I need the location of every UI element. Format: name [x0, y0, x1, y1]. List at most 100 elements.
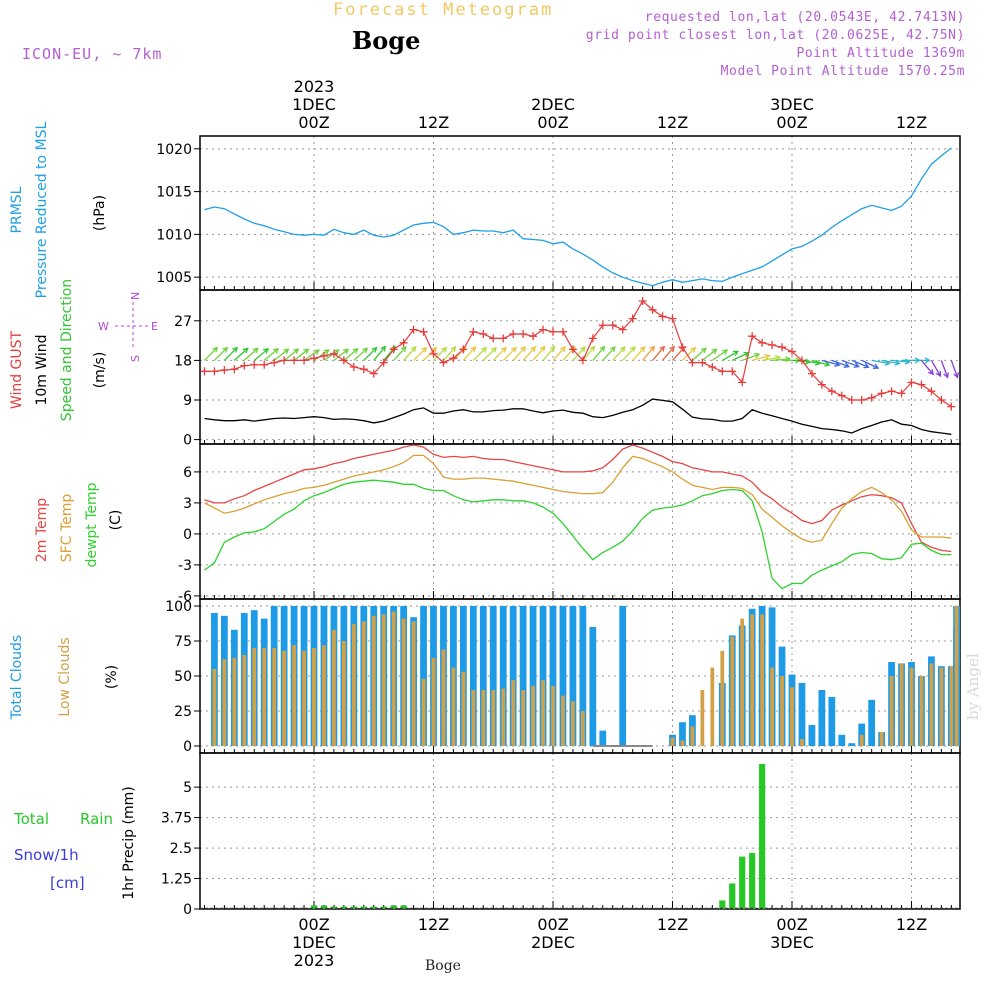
- gust-marker: [469, 327, 478, 336]
- top-time-label: 12Z: [418, 113, 449, 132]
- wind-direction-arrow: [731, 352, 749, 361]
- gust-marker: [678, 343, 687, 352]
- low-cloud-bar: [491, 690, 496, 746]
- gust-marker: [250, 360, 259, 369]
- gust-marker: [917, 380, 926, 389]
- y-tick-label: 1010: [156, 227, 192, 243]
- total-cloud-bar: [838, 734, 846, 746]
- wind-arrow-head: [629, 346, 636, 353]
- wind-direction-arrow: [762, 356, 780, 362]
- sfc-line: [204, 454, 952, 543]
- gust-marker: [389, 345, 398, 354]
- rain-bar: [310, 905, 318, 909]
- low-cloud-bar: [919, 676, 924, 746]
- wind-direction-arrow: [950, 360, 959, 378]
- gust-marker: [310, 354, 318, 363]
- total-cloud-bar: [529, 606, 537, 746]
- y-tick-label: -3: [178, 558, 192, 574]
- sfc-temp-label: SFC Temp: [59, 494, 75, 563]
- y-tick-label: 27: [174, 314, 192, 330]
- y-tick-label: 75: [174, 634, 192, 650]
- wind-direction-arrow: [691, 347, 707, 361]
- gust-marker: [847, 396, 856, 404]
- rain-bar: [749, 852, 756, 909]
- wind-arrow-head: [589, 345, 596, 352]
- wind-direction-arrow: [283, 348, 299, 361]
- panel-frame: [199, 443, 961, 600]
- wind-direction-arrow: [393, 346, 407, 361]
- wind-direction-arrow: [662, 346, 675, 361]
- gust-marker: [399, 338, 408, 347]
- gust-marker: [817, 380, 826, 389]
- low-cloud-bar: [800, 739, 804, 746]
- low-cloud-bar: [551, 685, 555, 746]
- pressure-line: [204, 147, 952, 287]
- low-cloud-bar: [700, 690, 705, 746]
- snow-unit-label: [cm]: [50, 874, 85, 892]
- wind-arrow-head: [549, 345, 556, 352]
- wind-arrow-head: [863, 362, 870, 369]
- y-tick-label: 1.25: [161, 872, 192, 888]
- total-cloud-bar: [808, 725, 816, 746]
- gust-marker: [240, 361, 249, 370]
- low-cloud-bar: [680, 740, 685, 746]
- compass-axes: [115, 302, 151, 350]
- low-cloud-bar: [272, 648, 277, 746]
- top-time-label: 12Z: [896, 113, 927, 132]
- wind-direction-arrow: [273, 348, 289, 361]
- low-cloud-bar: [889, 676, 894, 746]
- gust-marker: [807, 369, 816, 378]
- bottom-time-label: 1DEC: [292, 933, 336, 952]
- low-clouds-label: Low Clouds: [57, 637, 73, 716]
- bottom-time-label: 2DEC: [531, 933, 575, 952]
- gust-marker: [210, 367, 219, 376]
- gust-marker: [778, 343, 787, 352]
- low-cloud-bar: [481, 690, 486, 746]
- wind-arrow-head: [520, 346, 527, 353]
- wind-arrow-head: [352, 347, 359, 354]
- wind-arrow-head: [530, 346, 537, 353]
- bottom-time-label: 00Z: [298, 915, 329, 934]
- y-tick-label: 1015: [156, 185, 192, 201]
- wind-arrow-head: [272, 347, 280, 354]
- wind-arrow-head: [450, 346, 457, 353]
- dewpt-line: [204, 479, 952, 590]
- temp-unit: (C): [108, 510, 124, 531]
- wind-arrow-head: [421, 346, 428, 353]
- wind-unit: (m/s): [92, 352, 108, 389]
- low-cloud-bar: [750, 614, 755, 746]
- low-cloud-bar: [859, 734, 864, 746]
- low-cloud-bar: [381, 614, 386, 746]
- y-tick-label: 1005: [156, 270, 192, 286]
- total-cloud-bar: [679, 722, 686, 746]
- gust-marker: [529, 332, 538, 341]
- wind-arrow-head: [599, 345, 606, 352]
- gust-marker: [797, 356, 806, 365]
- total-clouds-label: Total Clouds: [9, 635, 25, 720]
- rain-bar: [729, 883, 736, 909]
- compass-rose-icon: W E N S: [98, 292, 158, 362]
- y-tick-label: -6: [178, 589, 192, 605]
- gust-marker: [539, 325, 548, 334]
- y-tick-label: 0: [183, 739, 192, 755]
- low-cloud-bar: [929, 663, 934, 746]
- wind-arrow-head: [732, 350, 740, 357]
- low-cloud-bar: [954, 606, 959, 746]
- wind-direction-arrow: [213, 347, 228, 361]
- bottom-time-label: 00Z: [537, 915, 568, 934]
- gust-marker: [608, 321, 617, 330]
- top-time-label: 00Z: [776, 113, 807, 132]
- total-cloud-bar: [828, 697, 836, 746]
- low-cloud-bar: [292, 645, 296, 746]
- wind-arrow-head: [362, 347, 369, 354]
- gust-marker: [698, 358, 707, 367]
- total-cloud-bar: [519, 606, 527, 746]
- wind-direction-arrow: [920, 359, 934, 375]
- top-time-label: 2DEC: [531, 95, 575, 114]
- model-label: ICON-EU, ~ 7km: [22, 45, 163, 63]
- wind-direction-arrow: [203, 347, 218, 361]
- low-cloud-bar: [341, 641, 346, 746]
- gust-marker: [459, 345, 468, 354]
- y-tick-label: 0: [183, 433, 192, 449]
- gust-marker: [628, 314, 637, 323]
